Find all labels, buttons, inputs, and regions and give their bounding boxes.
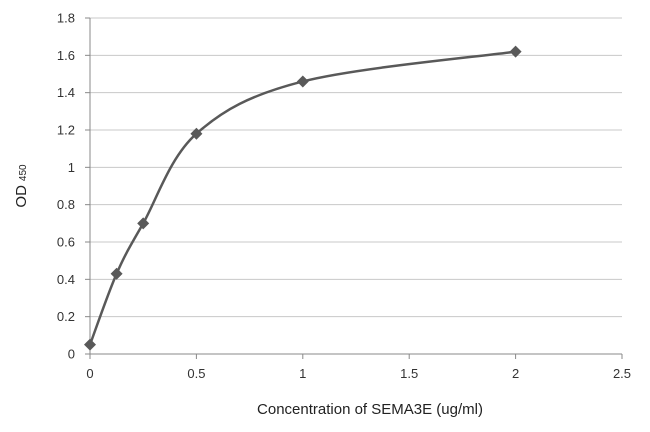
x-tick-label: 2.5 <box>613 366 631 381</box>
y-tick-label: 0.6 <box>57 235 75 250</box>
y-tick-label: 0.4 <box>57 272 75 287</box>
data-point-marker <box>296 75 309 88</box>
y-tick-label: 1.2 <box>57 123 75 138</box>
data-point-marker <box>84 338 96 351</box>
gridlines <box>90 17 622 318</box>
x-tick-label: 2 <box>512 366 519 381</box>
x-axis-title: Concentration of SEMA3E (ug/ml) <box>257 401 483 418</box>
y-axis-title-subscript: 450 <box>18 164 29 181</box>
data-point-marker <box>110 267 123 280</box>
y-axis-title-main: OD <box>13 185 30 208</box>
series-line <box>88 50 516 346</box>
x-tick-label: 0 <box>86 366 93 381</box>
series-group <box>84 45 522 351</box>
y-tick-labels: 0 0.2 0.4 0.6 0.8 1 1.2 1.4 1.6 1.8 <box>57 11 75 362</box>
y-tick-label: 0.2 <box>57 309 75 324</box>
x-tick-label: 1 <box>299 366 306 381</box>
x-tick-labels: 0 0.5 1 1.5 2 2.5 <box>86 366 631 381</box>
y-tick-label: 0.8 <box>57 197 75 212</box>
x-tick-label: 1.5 <box>400 366 418 381</box>
data-point-marker <box>509 45 522 58</box>
y-tick-label: 1.6 <box>57 48 75 63</box>
data-point-marker <box>137 217 150 230</box>
y-tick-label: 1 <box>68 160 75 175</box>
y-tick-label: 1.4 <box>57 85 75 100</box>
y-tick-label: 0 <box>68 347 75 362</box>
data-point-marker <box>190 127 203 140</box>
axes <box>85 17 623 359</box>
y-axis-title: OD 450 <box>13 164 30 208</box>
y-tick-label: 1.8 <box>57 11 75 26</box>
x-tick-label: 0.5 <box>187 366 205 381</box>
